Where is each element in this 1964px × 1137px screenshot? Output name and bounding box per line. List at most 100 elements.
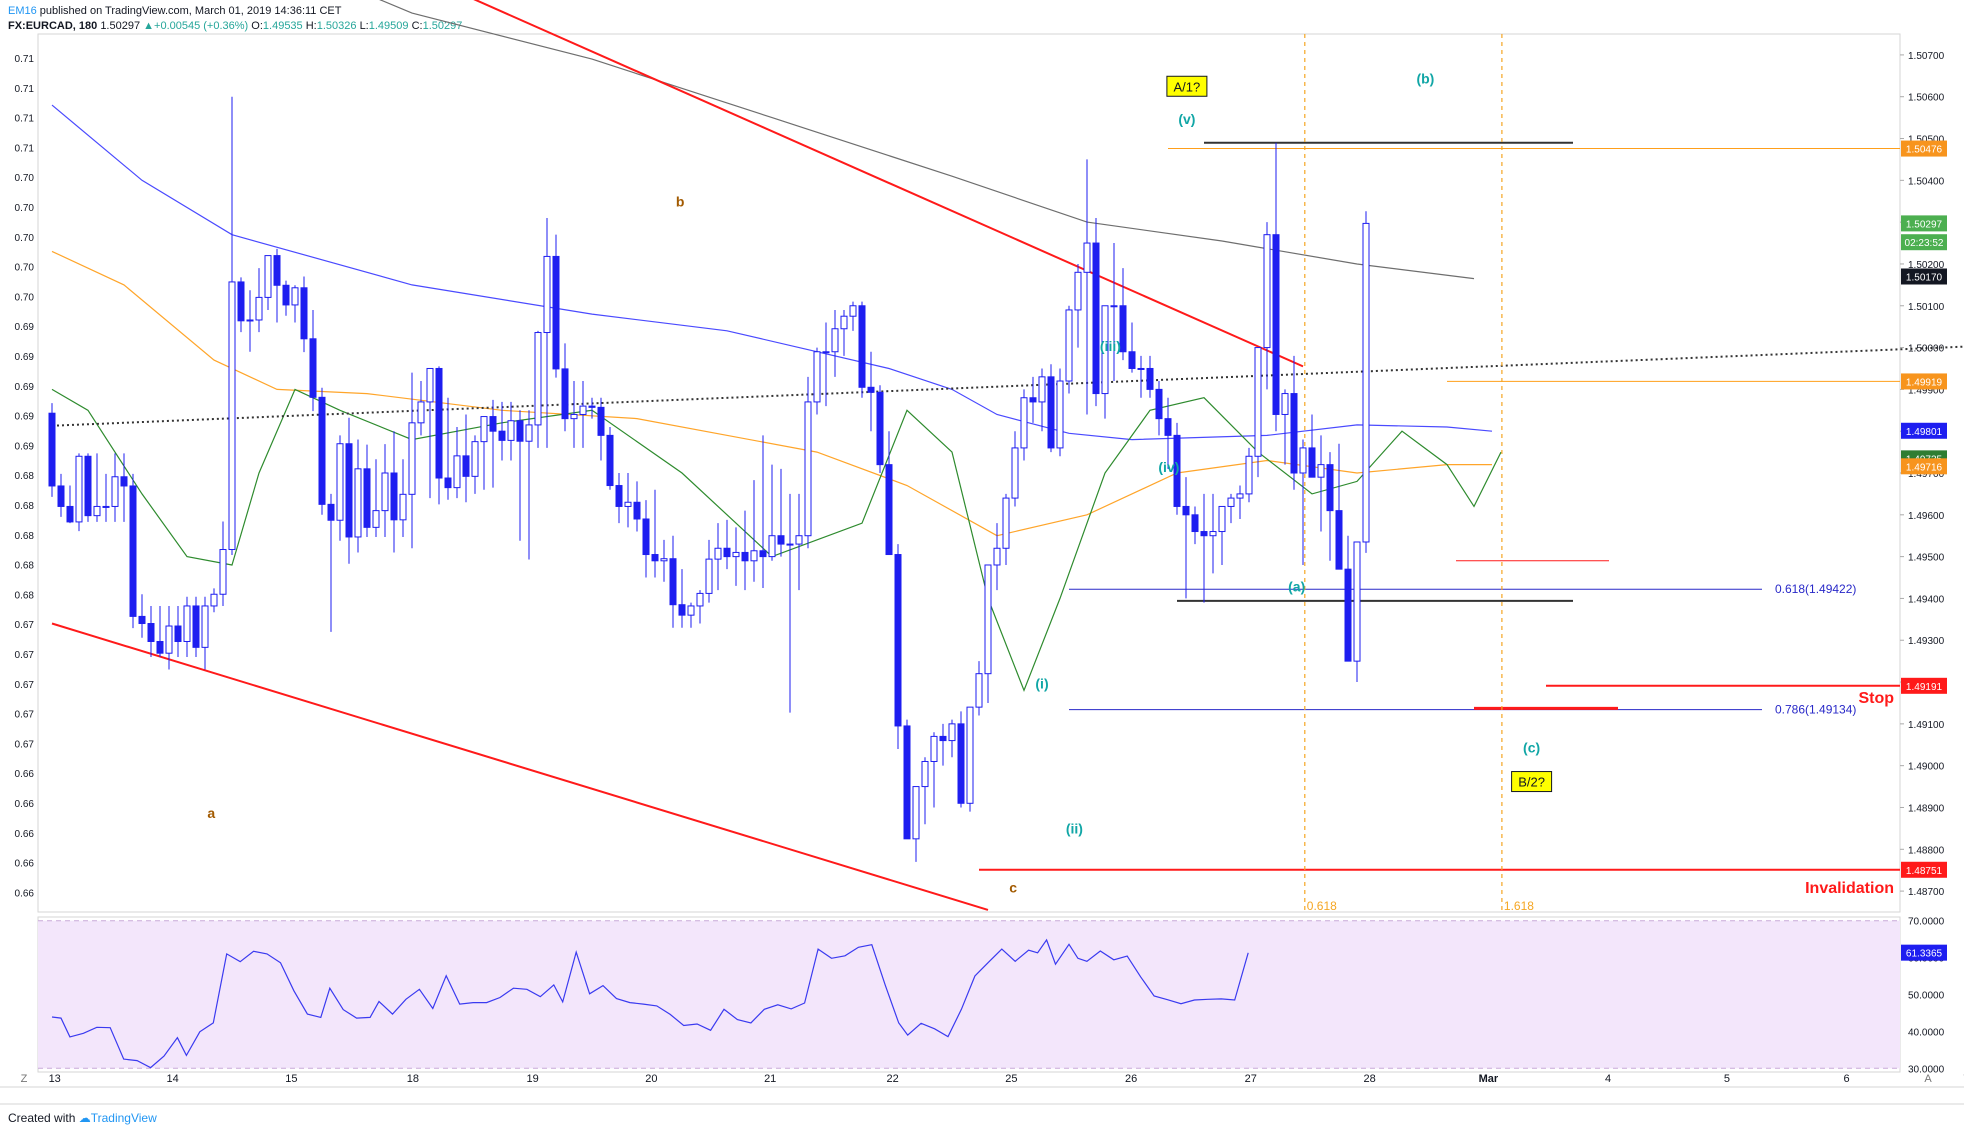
trendlines[interactable]: 0.618 1.618 xyxy=(51,0,1964,913)
candle xyxy=(777,468,785,557)
zoom-reset-button[interactable]: Z xyxy=(21,1073,28,1085)
time-fib-label: 1.618 xyxy=(1504,899,1534,913)
bull-candle-body xyxy=(543,255,551,334)
last-price: 1.50297 xyxy=(100,20,141,32)
moving-average-line xyxy=(51,388,1502,693)
candle xyxy=(1155,381,1163,436)
candle xyxy=(1092,217,1100,407)
bull-candle-body xyxy=(210,593,218,607)
badge-bg xyxy=(1901,373,1947,390)
bull-candle-body xyxy=(1002,497,1010,549)
candle xyxy=(390,431,398,553)
candle xyxy=(723,519,731,570)
time-axis-label: 4 xyxy=(1605,1073,1611,1085)
badge-text: 1.50476 xyxy=(1906,145,1943,156)
price-tick-label: 1.49000 xyxy=(1908,762,1945,773)
candle xyxy=(1254,347,1262,478)
candle xyxy=(138,594,146,638)
bull-candle-body xyxy=(804,401,812,537)
open-value: 1.49535 xyxy=(262,20,303,32)
bull-candle-body xyxy=(696,592,704,607)
candle xyxy=(336,435,344,541)
auto-scale-button[interactable]: A xyxy=(1924,1073,1932,1085)
left-axis-label: 0.67 xyxy=(15,739,35,750)
bear-candle-body xyxy=(723,547,731,558)
candle xyxy=(831,309,839,377)
bull-candle-body xyxy=(1317,464,1325,478)
candle xyxy=(273,248,281,323)
bull-candle-body xyxy=(1074,271,1082,311)
candle xyxy=(975,661,983,716)
candle xyxy=(966,706,974,812)
bear-candle-body xyxy=(1146,367,1154,390)
price-tick-label: 1.50600 xyxy=(1908,93,1945,104)
time-axis-label: 27 xyxy=(1245,1073,1257,1085)
badge-bg xyxy=(1901,677,1947,694)
bear-candle-body xyxy=(318,396,326,505)
bear-candle-body xyxy=(516,420,524,442)
price-tick-label: 1.50000 xyxy=(1908,344,1945,355)
candle xyxy=(228,96,236,555)
bear-candle-body xyxy=(1326,464,1334,512)
bull-candle-body xyxy=(1299,447,1307,474)
candle xyxy=(687,602,695,628)
bull-candle-body xyxy=(471,441,479,477)
bear-candle-body xyxy=(1200,531,1208,537)
candle xyxy=(1173,422,1181,515)
time-axis[interactable]: 131415181920212225262728Mar45678111213ZA xyxy=(21,1073,1964,1085)
candle xyxy=(372,459,380,537)
left-axis-label: 0.66 xyxy=(15,859,35,870)
candle xyxy=(183,596,191,657)
symbol-label: FX:EURCAD, 180 xyxy=(8,20,98,32)
price-tick-label: 1.49400 xyxy=(1908,594,1945,605)
candle xyxy=(1308,414,1316,478)
level-annotation: Invalidation xyxy=(1805,880,1894,897)
bear-candle-body xyxy=(138,615,146,625)
bull-candle-body xyxy=(921,760,929,788)
tradingview-brand[interactable]: TradingView xyxy=(90,1111,157,1125)
bull-candle-body xyxy=(570,413,578,420)
bull-candle-body xyxy=(930,735,938,762)
author-link[interactable]: EM16 xyxy=(8,5,37,17)
left-axis-label: 0.68 xyxy=(15,501,35,512)
time-axis-label: 18 xyxy=(407,1073,419,1085)
price-change: +0.00545 (+0.36%) xyxy=(154,20,249,32)
candle xyxy=(255,268,263,333)
badge-text: 1.49716 xyxy=(1906,462,1943,473)
time-axis-label: Mar xyxy=(1479,1073,1499,1085)
bull-candle-body xyxy=(849,305,857,317)
candle xyxy=(345,417,353,564)
bear-candle-body xyxy=(1182,505,1190,516)
candle xyxy=(669,535,677,628)
bull-candle-body xyxy=(1218,505,1226,533)
bull-candle-body xyxy=(714,547,722,560)
time-axis-label: 21 xyxy=(764,1073,776,1085)
horizontal-levels[interactable]: 0.618(1.49422) 0.786(1.49134) xyxy=(979,141,1900,871)
candle xyxy=(1101,305,1109,419)
bear-candle-body xyxy=(1047,376,1055,449)
candle xyxy=(327,493,335,632)
bear-candle-body xyxy=(1335,510,1343,570)
candles xyxy=(48,96,1370,862)
price-tick-label: 1.48900 xyxy=(1908,803,1945,814)
candle xyxy=(435,366,443,505)
bear-candle-body xyxy=(444,477,452,489)
price-axis[interactable]: 1.507001.506001.505001.504001.503001.502… xyxy=(1900,51,1947,898)
candle xyxy=(453,427,461,499)
candle xyxy=(732,527,740,586)
candle xyxy=(606,427,614,490)
candle xyxy=(1290,355,1298,490)
time-axis-label: 14 xyxy=(166,1073,178,1085)
candle xyxy=(1065,305,1073,394)
candle xyxy=(588,397,596,419)
bear-candle-body xyxy=(1191,514,1199,533)
bull-candle-body xyxy=(426,367,434,403)
bear-candle-body xyxy=(1164,418,1172,436)
candle xyxy=(291,285,299,323)
candle xyxy=(1200,493,1208,603)
bear-candle-body xyxy=(462,455,470,477)
level-annotation: Stop xyxy=(1858,690,1894,707)
price-badge: 02:23:52 xyxy=(1901,234,1947,251)
bear-candle-body xyxy=(561,368,569,420)
